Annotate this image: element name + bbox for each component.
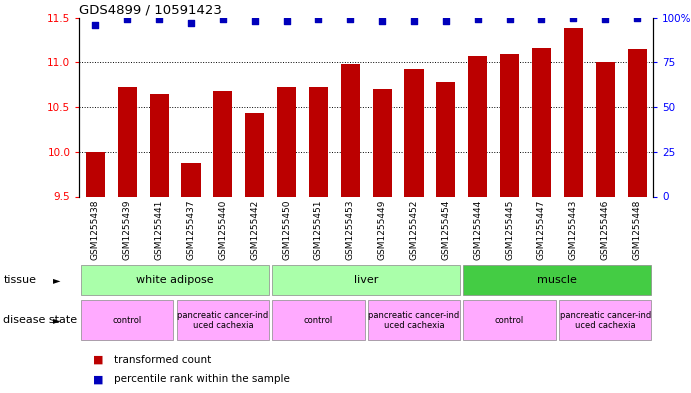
- Text: liver: liver: [354, 275, 379, 285]
- Text: control: control: [113, 316, 142, 325]
- Text: GSM1255451: GSM1255451: [314, 200, 323, 260]
- FancyBboxPatch shape: [368, 300, 460, 340]
- Text: pancreatic cancer-ind
uced cachexia: pancreatic cancer-ind uced cachexia: [560, 310, 651, 330]
- Bar: [596, 62, 615, 196]
- Text: percentile rank within the sample: percentile rank within the sample: [114, 374, 290, 384]
- Point: [472, 17, 483, 23]
- Text: GSM1255443: GSM1255443: [569, 200, 578, 260]
- Text: GSM1255450: GSM1255450: [282, 200, 291, 260]
- Text: ►: ►: [53, 315, 60, 325]
- Text: GSM1255442: GSM1255442: [250, 200, 259, 260]
- Text: muscle: muscle: [538, 275, 578, 285]
- Text: GSM1255449: GSM1255449: [378, 200, 387, 260]
- Point: [185, 20, 196, 26]
- Text: GSM1255439: GSM1255439: [123, 200, 132, 260]
- Text: transformed count: transformed count: [114, 354, 211, 365]
- Point: [249, 18, 261, 24]
- Bar: [214, 91, 232, 196]
- Point: [568, 15, 579, 21]
- Text: GSM1255438: GSM1255438: [91, 200, 100, 260]
- Bar: [436, 82, 455, 196]
- Text: GSM1255454: GSM1255454: [442, 200, 451, 260]
- Text: GSM1255453: GSM1255453: [346, 200, 354, 260]
- Text: GSM1255446: GSM1255446: [600, 200, 609, 260]
- Point: [408, 18, 419, 24]
- Text: pancreatic cancer-ind
uced cachexia: pancreatic cancer-ind uced cachexia: [368, 310, 460, 330]
- Text: GSM1255440: GSM1255440: [218, 200, 227, 260]
- Text: GSM1255444: GSM1255444: [473, 200, 482, 260]
- Text: pancreatic cancer-ind
uced cachexia: pancreatic cancer-ind uced cachexia: [177, 310, 269, 330]
- Bar: [341, 64, 360, 196]
- Text: control: control: [495, 316, 524, 325]
- FancyBboxPatch shape: [559, 300, 652, 340]
- Point: [122, 17, 133, 23]
- Point: [536, 17, 547, 23]
- FancyBboxPatch shape: [464, 264, 652, 296]
- Bar: [372, 89, 392, 196]
- Bar: [117, 86, 137, 196]
- Text: GSM1255441: GSM1255441: [155, 200, 164, 260]
- FancyBboxPatch shape: [177, 300, 269, 340]
- Text: GSM1255447: GSM1255447: [537, 200, 546, 260]
- Bar: [627, 49, 647, 196]
- Point: [90, 22, 101, 28]
- FancyBboxPatch shape: [81, 300, 173, 340]
- Text: disease state: disease state: [3, 315, 77, 325]
- Text: ■: ■: [93, 374, 104, 384]
- Text: ■: ■: [93, 354, 104, 365]
- Text: GDS4899 / 10591423: GDS4899 / 10591423: [79, 4, 223, 17]
- Bar: [86, 152, 105, 196]
- Point: [281, 18, 292, 24]
- Bar: [182, 163, 200, 196]
- Point: [153, 17, 164, 23]
- Point: [632, 15, 643, 21]
- FancyBboxPatch shape: [272, 300, 365, 340]
- Text: ►: ►: [53, 275, 60, 285]
- Point: [440, 18, 451, 24]
- Bar: [277, 87, 296, 196]
- Text: control: control: [304, 316, 333, 325]
- Bar: [468, 56, 487, 196]
- FancyBboxPatch shape: [272, 264, 460, 296]
- Point: [377, 18, 388, 24]
- Bar: [149, 94, 169, 196]
- Bar: [404, 69, 424, 196]
- Bar: [245, 113, 264, 196]
- Point: [313, 17, 324, 23]
- Text: GSM1255445: GSM1255445: [505, 200, 514, 260]
- Point: [600, 17, 611, 23]
- Point: [504, 17, 515, 23]
- Bar: [309, 86, 328, 196]
- FancyBboxPatch shape: [81, 264, 269, 296]
- Point: [345, 17, 356, 23]
- Bar: [564, 28, 583, 196]
- FancyBboxPatch shape: [464, 300, 556, 340]
- Text: tissue: tissue: [3, 275, 37, 285]
- Text: white adipose: white adipose: [136, 275, 214, 285]
- Point: [217, 17, 228, 23]
- Bar: [500, 54, 519, 196]
- Text: GSM1255452: GSM1255452: [410, 200, 419, 260]
- Text: GSM1255437: GSM1255437: [187, 200, 196, 260]
- Text: GSM1255448: GSM1255448: [632, 200, 641, 260]
- Bar: [532, 48, 551, 196]
